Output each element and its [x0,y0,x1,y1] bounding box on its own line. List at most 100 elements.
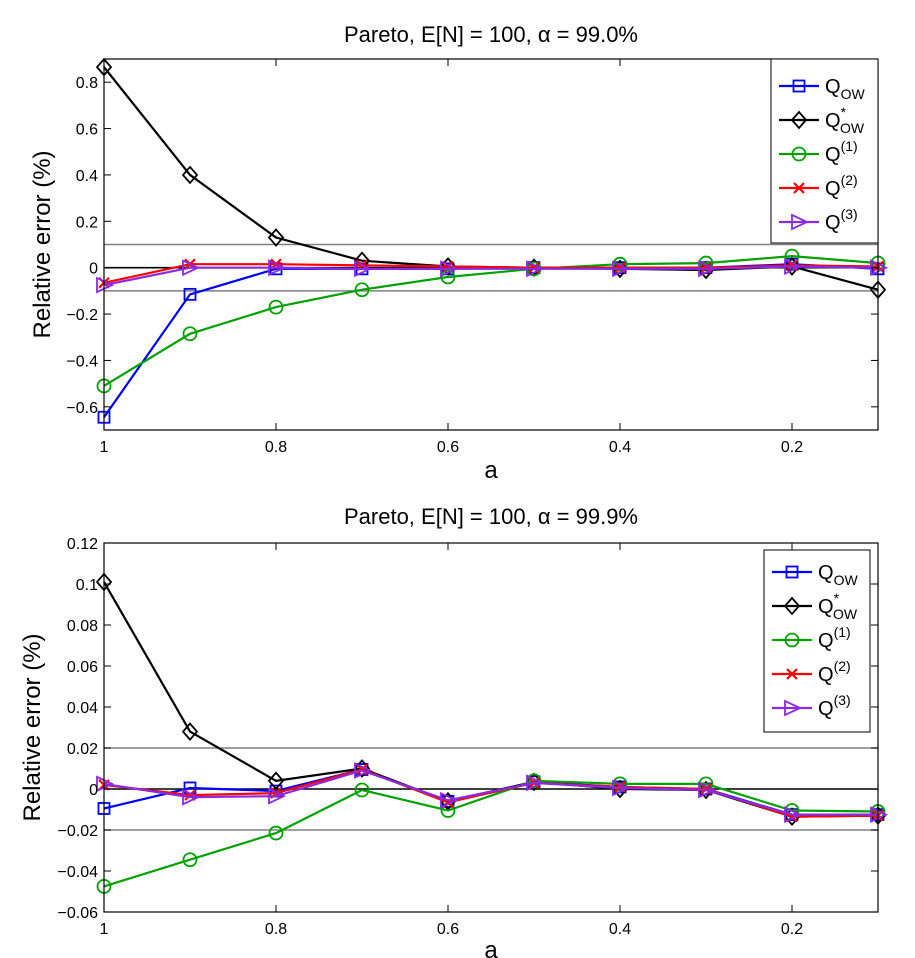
data-point [526,774,545,792]
chart-panel-1: 1 0.8 0.6 0.4 0.2 −0.6 −0.4 −0.2 0 0.2 0.4 0.6 0.8 Pa… [29,22,889,484]
x-tick-label: 1 [100,439,109,456]
legend-item: Q(1) [772,624,851,652]
x-tick-label: 0.6 [437,439,459,456]
data-point [611,259,629,279]
legend-item: QOW [779,76,865,102]
data-point [784,632,800,648]
x-tick-label: 0.4 [609,921,631,938]
data-point [440,260,459,278]
data-point [784,699,803,717]
y-tick-label: 0.6 [76,122,98,139]
legend-label: Q(2) [825,172,858,200]
data-point [354,782,370,798]
data-point [267,771,285,791]
legend-item: QOW [772,562,858,588]
data-point [792,79,806,93]
legend-label: Q(2) [818,658,851,686]
y-tick-label: 0.4 [76,168,98,185]
legend-label: Q* OW [818,590,858,622]
data-point [182,259,201,277]
x-axis-label: a [484,457,498,484]
legend-label: QOW [818,562,858,588]
y-tick-label: 0.08 [67,618,98,635]
x-tick-label: 1 [100,921,109,938]
data-point [784,806,803,824]
legend-item: Q(2) [772,658,851,686]
legend-label: QOW [825,76,865,102]
y-tick-label: 0.8 [76,75,98,92]
data-point [698,260,717,278]
data-point [783,257,801,276]
data-point [784,258,803,275]
series-line [103,779,879,888]
data-point [183,287,197,301]
legend-label: Q* OW [825,104,865,136]
data-point [786,668,798,680]
data-point [698,781,717,799]
data-point [785,565,799,579]
y-tick-label: −0.04 [58,864,99,881]
y-tick-label: 0.06 [67,659,98,676]
data-point [440,791,459,809]
data-point [791,146,807,162]
legend-label: Q(3) [825,206,858,234]
y-axis-label: Relative error (%) [19,633,46,821]
y-tick-label: 0.02 [67,741,98,758]
y-tick-label: −0.02 [58,823,99,840]
y-axis-label: Relative error (%) [29,150,56,338]
data-point [354,260,373,278]
axes-box [103,58,879,431]
chart-title: Pareto, E[N] = 100, α = 99.0% [344,22,638,47]
x-tick-label: 0.2 [781,439,803,456]
y-tick-label: 0.04 [67,700,98,717]
data-point [354,282,370,298]
plot-area [104,543,878,912]
legend-item: Q(3) [772,692,851,720]
legend-item: Q(3) [779,206,858,234]
legend-item: Q(1) [779,138,858,166]
data-point [783,596,801,616]
y-tick-label: 0.12 [67,536,98,553]
data-point [182,326,198,342]
chart-panel-2: 1 0.8 0.6 0.4 0.2 −0.06 −0.04 −0.02 0 0.02 0.04 0.0… [19,504,889,958]
y-tick-label: 0 [89,782,98,799]
data-point [182,852,198,868]
series-5 [96,762,889,824]
series-line [103,265,879,287]
data-point [181,165,199,185]
y-tick-label: 0 [89,261,98,278]
data-point [612,260,631,278]
data-point [268,299,284,315]
legend-label: Q(1) [818,624,851,652]
data-point [526,260,545,278]
x-tick-label: 0.4 [609,439,631,456]
data-point [182,788,201,806]
data-point [268,259,287,277]
legend-item: Q* OW [779,104,865,136]
x-tick-label: 0.6 [437,921,459,938]
data-point [268,787,287,805]
x-tick-label: 0.2 [781,921,803,938]
y-tick-label: −0.6 [66,400,98,417]
legend-label: Q(1) [825,138,858,166]
data-point [612,779,631,797]
data-point [267,228,285,247]
legend-item: Q(2) [779,172,858,200]
data-point [793,182,805,194]
legend-box [770,58,879,244]
y-tick-label: −0.4 [66,353,98,370]
x-axis-label: a [484,937,498,958]
data-point [181,722,199,741]
data-point [354,762,373,779]
data-point [268,825,284,841]
y-tick-label: −0.2 [66,307,98,324]
x-tick-label: 0.8 [265,439,287,456]
legend-label: Q(3) [818,692,851,720]
axes-box [103,542,879,913]
chart-title: Pareto, E[N] = 100, α = 99.9% [344,504,638,529]
data-point [790,110,808,130]
legend-item: Q* OW [772,590,858,622]
